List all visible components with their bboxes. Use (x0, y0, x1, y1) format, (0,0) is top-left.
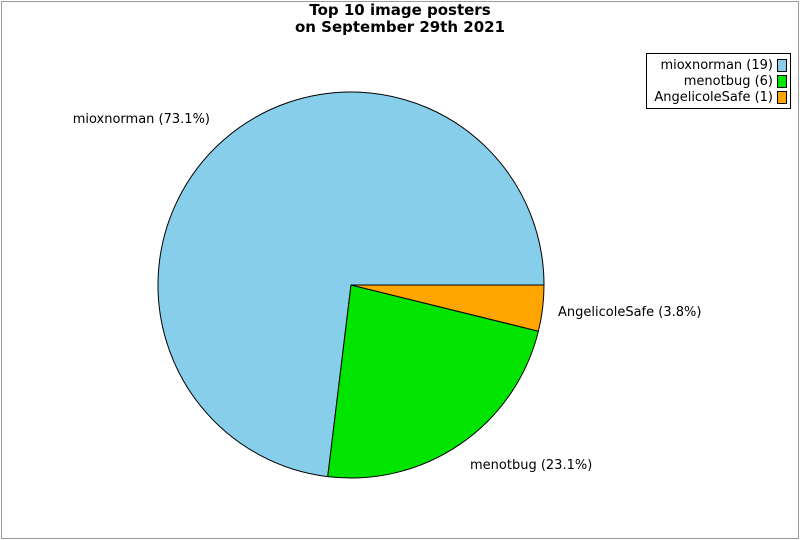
legend-box: mioxnorman (19) menotbug (6) AngelicoleS… (646, 53, 791, 109)
slice-label-mioxnorman: mioxnorman (73.1%) (72, 112, 210, 127)
legend-label: AngelicoleSafe (1) (654, 89, 773, 105)
legend-item-mioxnorman: mioxnorman (19) (650, 57, 787, 73)
chart-title: Top 10 image posters (309, 1, 491, 19)
legend-swatch-mioxnorman (777, 58, 787, 72)
legend-item-menotbug: menotbug (6) (650, 73, 787, 89)
legend-label: menotbug (6) (683, 73, 773, 89)
slice-label-menotbug: menotbug (23.1%) (470, 458, 593, 473)
legend-swatch-menotbug (777, 74, 787, 88)
pie-slice-menotbug (327, 284, 539, 479)
chart-title-block: Top 10 image posters on September 29th 2… (0, 2, 800, 36)
chart-subtitle: on September 29th 2021 (294, 18, 506, 36)
legend-swatch-angelicolesafe (777, 90, 787, 104)
legend-label: mioxnorman (19) (660, 57, 773, 73)
pie-slice-mioxnorman (157, 91, 545, 478)
slice-label-angelicolesafe: AngelicoleSafe (3.8%) (558, 305, 702, 320)
pie-slice-angelicolesafe (350, 284, 545, 332)
legend-item-angelicolesafe: AngelicoleSafe (1) (650, 89, 787, 105)
